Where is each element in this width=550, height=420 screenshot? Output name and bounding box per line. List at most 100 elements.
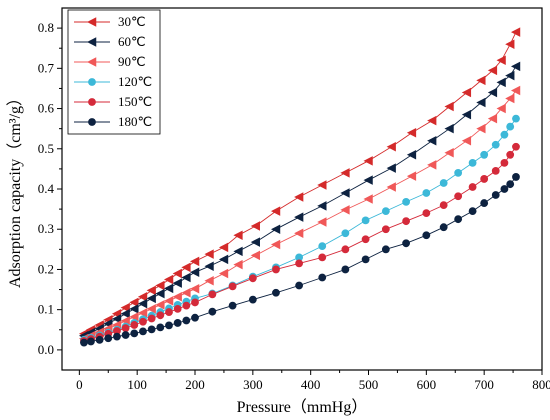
data-point (191, 298, 199, 307)
data-point (146, 293, 156, 304)
data-point (439, 201, 448, 209)
data-point (218, 242, 229, 253)
data-point (190, 267, 200, 278)
legend-marker (88, 118, 96, 126)
data-point (512, 114, 520, 123)
data-point (163, 296, 174, 306)
x-tick-label: 300 (243, 377, 263, 392)
data-point (439, 223, 448, 232)
data-point (480, 175, 489, 183)
data-point (165, 321, 173, 330)
data-point (386, 182, 396, 192)
data-point (468, 183, 477, 191)
data-point (340, 205, 350, 215)
y-tick-label: 0.5 (38, 141, 54, 156)
data-point (361, 255, 370, 264)
data-point (146, 285, 156, 296)
data-point (406, 150, 417, 160)
legend-label: 150℃ (118, 94, 152, 109)
data-point (444, 101, 454, 112)
data-point (361, 235, 370, 244)
legend-item: 90℃ (74, 54, 146, 69)
data-point (487, 113, 498, 124)
x-tick-label: 500 (359, 377, 379, 392)
data-point (294, 212, 304, 222)
data-point (139, 317, 147, 326)
data-point (454, 215, 463, 224)
data-point (461, 135, 472, 146)
data-point (120, 302, 130, 313)
data-point (444, 148, 454, 158)
series-line (83, 146, 517, 342)
data-point (317, 217, 327, 227)
data-point (381, 225, 390, 234)
data-point (250, 250, 260, 261)
data-point (113, 327, 121, 335)
series-0 (78, 27, 521, 339)
data-point (500, 130, 509, 139)
data-point (512, 142, 520, 151)
data-point (173, 319, 182, 327)
x-tick-label: 700 (474, 377, 494, 392)
data-point (341, 229, 350, 238)
y-axis: 0.0 0.1 0.2 0.3 0.4 0.5 0.6 0.7 0.8 (38, 20, 62, 357)
data-point (506, 180, 515, 189)
data-point (181, 262, 191, 273)
series-4 (80, 142, 520, 345)
data-point (318, 273, 327, 282)
data-point (476, 123, 486, 134)
data-point (294, 192, 304, 202)
x-axis-title: Pressure（mmHg） (237, 398, 368, 416)
data-point (270, 206, 281, 216)
legend-marker (87, 17, 97, 27)
data-point (155, 300, 165, 310)
y-tick-label: 0.3 (38, 221, 54, 236)
data-point (147, 314, 156, 323)
data-point (510, 61, 521, 72)
data-point (491, 167, 500, 175)
legend-label: 30℃ (118, 14, 146, 29)
data-point (341, 265, 350, 274)
data-point (182, 301, 191, 310)
data-point (402, 239, 410, 248)
data-point (422, 231, 431, 240)
x-tick-label: 800 (532, 377, 550, 392)
data-point (454, 169, 463, 177)
legend-marker (88, 78, 96, 86)
data-point (363, 194, 373, 204)
data-point (381, 207, 390, 216)
data-point (363, 175, 373, 185)
data-point (190, 284, 200, 294)
data-point (340, 188, 350, 198)
data-point (487, 65, 498, 76)
data-point (172, 278, 182, 288)
data-point (218, 254, 229, 265)
data-point (505, 70, 515, 81)
y-tick-label: 0.0 (38, 342, 54, 357)
data-point (137, 292, 148, 302)
data-point (129, 312, 139, 322)
data-point (491, 140, 500, 149)
data-point (491, 191, 500, 199)
data-point (506, 150, 515, 159)
legend-marker (88, 98, 96, 106)
data-point (496, 77, 506, 88)
data-point (427, 135, 437, 146)
data-point (172, 292, 182, 302)
data-point (111, 314, 122, 324)
legend-item: 60℃ (74, 34, 146, 49)
legend-label: 60℃ (118, 34, 146, 49)
data-point (510, 85, 521, 96)
data-point (113, 332, 121, 341)
data-point (444, 123, 454, 134)
data-point (500, 185, 509, 193)
data-point (317, 201, 327, 211)
data-point (406, 171, 417, 181)
y-tick-label: 0.6 (38, 101, 55, 116)
plot-area (78, 27, 521, 347)
data-point (121, 324, 130, 333)
data-point (182, 316, 191, 325)
legend-item: 30℃ (74, 14, 146, 29)
data-point (427, 115, 437, 126)
